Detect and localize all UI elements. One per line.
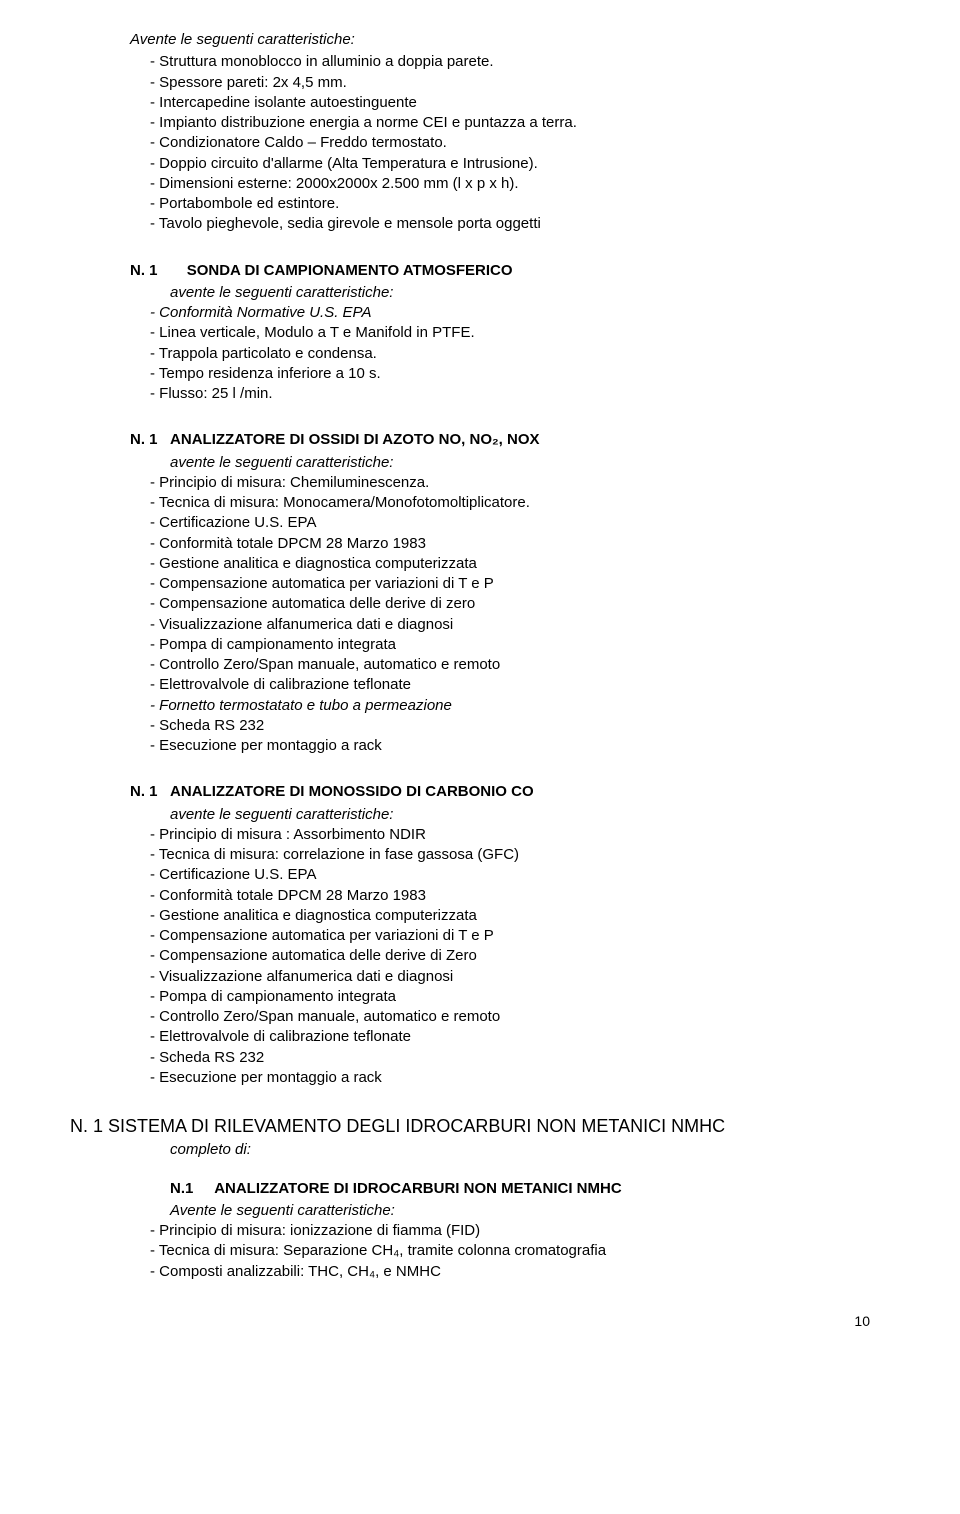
list-item: Fornetto termostatato e tubo a permeazio… — [150, 696, 870, 716]
list-item: Principio di misura: ionizzazione di fia… — [150, 1221, 870, 1241]
section3-subtitle: avente le seguenti caratteristiche: — [170, 453, 870, 473]
list-item: Tecnica di misura: Monocamera/Monofotomo… — [150, 493, 870, 513]
section-sonda: N. 1 SONDA DI CAMPIONAMENTO ATMOSFERICO … — [130, 261, 870, 405]
list-item: Compensazione automatica per variazioni … — [150, 926, 870, 946]
list-item: Principio di misura : Assorbimento NDIR — [150, 825, 870, 845]
section5-subtitle: completo di: — [170, 1140, 870, 1160]
section-co: N. 1 ANALIZZATORE DI MONOSSIDO DI CARBON… — [130, 782, 870, 1088]
section-nox: N. 1 ANALIZZATORE DI OSSIDI DI AZOTO NO,… — [130, 430, 870, 756]
page-number: 10 — [130, 1312, 870, 1331]
list-item: Intercapedine isolante autoestinguente — [150, 93, 870, 113]
list-item: Dimensioni esterne: 2000x2000x 2.500 mm … — [150, 174, 870, 194]
section-nmhc-analyzer: N.1 ANALIZZATORE DI IDROCARBURI NON META… — [130, 1179, 870, 1282]
section6-list: Principio di misura: ionizzazione di fia… — [150, 1221, 870, 1282]
list-item: Esecuzione per montaggio a rack — [150, 1068, 870, 1088]
list-item: Struttura monoblocco in alluminio a dopp… — [150, 52, 870, 72]
section2-prefix: N. 1 — [130, 262, 158, 279]
section2-heading: N. 1 SONDA DI CAMPIONAMENTO ATMOSFERICO — [130, 261, 870, 281]
section3-prefix: N. 1 — [130, 431, 158, 448]
list-item: Compensazione automatica delle derive di… — [150, 594, 870, 614]
list-item: Impianto distribuzione energia a norme C… — [150, 113, 870, 133]
section4-heading: N. 1 ANALIZZATORE DI MONOSSIDO DI CARBON… — [130, 782, 870, 802]
list-item: Principio di misura: Chemiluminescenza. — [150, 473, 870, 493]
section3-title: ANALIZZATORE DI OSSIDI DI AZOTO NO, NO₂,… — [170, 431, 539, 448]
section6-title: ANALIZZATORE DI IDROCARBURI NON METANICI… — [214, 1180, 621, 1197]
section4-list: Principio di misura : Assorbimento NDIRT… — [150, 825, 870, 1088]
list-item: Certificazione U.S. EPA — [150, 513, 870, 533]
list-item: Compensazione automatica per variazioni … — [150, 574, 870, 594]
section4-subtitle: avente le seguenti caratteristiche: — [170, 805, 870, 825]
list-item: Scheda RS 232 — [150, 1048, 870, 1068]
section4-prefix: N. 1 — [130, 783, 158, 800]
section6-subtitle: Avente le seguenti caratteristiche: — [170, 1201, 870, 1221]
section1-title: Avente le seguenti caratteristiche: — [130, 30, 870, 50]
list-item: Gestione analitica e diagnostica compute… — [150, 554, 870, 574]
list-item: Tempo residenza inferiore a 10 s. — [150, 364, 870, 384]
list-item: Elettrovalvole di calibrazione teflonate — [150, 1027, 870, 1047]
section3-list: Principio di misura: Chemiluminescenza.T… — [150, 473, 870, 757]
section2-list: Conformità Normative U.S. EPALinea verti… — [150, 303, 870, 404]
list-item: Compensazione automatica delle derive di… — [150, 946, 870, 966]
section2-subtitle: avente le seguenti caratteristiche: — [170, 283, 870, 303]
list-item: Condizionatore Caldo – Freddo termostato… — [150, 133, 870, 153]
section6-prefix: N.1 — [170, 1180, 193, 1197]
section1-list: Struttura monoblocco in alluminio a dopp… — [150, 52, 870, 234]
list-item: Controllo Zero/Span manuale, automatico … — [150, 655, 870, 675]
list-item: Tecnica di misura: Separazione CH₄, tram… — [150, 1241, 870, 1261]
list-item: Portabombole ed estintore. — [150, 194, 870, 214]
list-item: Esecuzione per montaggio a rack — [150, 736, 870, 756]
list-item: Conformità totale DPCM 28 Marzo 1983 — [150, 534, 870, 554]
list-item: Pompa di campionamento integrata — [150, 635, 870, 655]
section5-title: N. 1 SISTEMA DI RILEVAMENTO DEGLI IDROCA… — [70, 1114, 870, 1138]
list-item: Pompa di campionamento integrata — [150, 987, 870, 1007]
list-item: Visualizzazione alfanumerica dati e diag… — [150, 967, 870, 987]
list-item: Flusso: 25 l /min. — [150, 384, 870, 404]
list-item: Visualizzazione alfanumerica dati e diag… — [150, 615, 870, 635]
list-item: Linea verticale, Modulo a T e Manifold i… — [150, 323, 870, 343]
list-item: Conformità Normative U.S. EPA — [150, 303, 870, 323]
section3-heading: N. 1 ANALIZZATORE DI OSSIDI DI AZOTO NO,… — [130, 430, 870, 450]
section2-title: SONDA DI CAMPIONAMENTO ATMOSFERICO — [187, 262, 513, 279]
section4-title: ANALIZZATORE DI MONOSSIDO DI CARBONIO CO — [170, 783, 534, 800]
list-item: Gestione analitica e diagnostica compute… — [150, 906, 870, 926]
list-item: Scheda RS 232 — [150, 716, 870, 736]
section-caratteristiche: Avente le seguenti caratteristiche: Stru… — [130, 30, 870, 235]
list-item: Composti analizzabili: THC, CH₄, e NMHC — [150, 1262, 870, 1282]
list-item: Certificazione U.S. EPA — [150, 865, 870, 885]
list-item: Spessore pareti: 2x 4,5 mm. — [150, 73, 870, 93]
list-item: Tecnica di misura: correlazione in fase … — [150, 845, 870, 865]
section-nmhc-system: N. 1 SISTEMA DI RILEVAMENTO DEGLI IDROCA… — [70, 1114, 870, 1161]
list-item: Tavolo pieghevole, sedia girevole e mens… — [150, 214, 870, 234]
section6-heading: N.1 ANALIZZATORE DI IDROCARBURI NON META… — [170, 1179, 870, 1199]
list-item: Controllo Zero/Span manuale, automatico … — [150, 1007, 870, 1027]
list-item: Elettrovalvole di calibrazione teflonate — [150, 675, 870, 695]
list-item: Conformità totale DPCM 28 Marzo 1983 — [150, 886, 870, 906]
list-item: Doppio circuito d'allarme (Alta Temperat… — [150, 154, 870, 174]
list-item: Trappola particolato e condensa. — [150, 344, 870, 364]
